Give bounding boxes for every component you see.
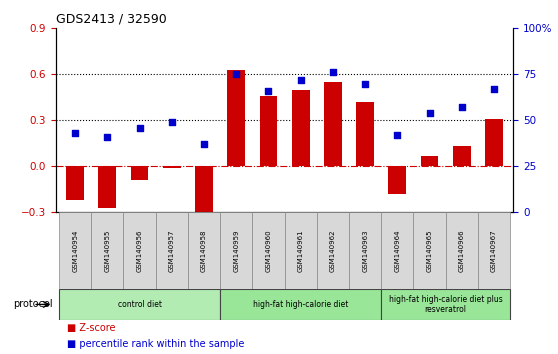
Text: GSM140958: GSM140958: [201, 229, 207, 272]
Text: GSM140957: GSM140957: [169, 229, 175, 272]
Bar: [259, 96, 277, 166]
Text: GDS2413 / 32590: GDS2413 / 32590: [56, 13, 166, 26]
Point: [167, 119, 176, 125]
Text: GSM140967: GSM140967: [491, 229, 497, 272]
Bar: [195, 166, 213, 220]
Bar: [324, 82, 341, 166]
Point: [296, 77, 305, 83]
Bar: [388, 166, 406, 194]
Bar: [59, 212, 92, 289]
Bar: [485, 119, 503, 166]
Text: GSM140959: GSM140959: [233, 229, 239, 272]
Bar: [292, 90, 310, 166]
Text: ■ percentile rank within the sample: ■ percentile rank within the sample: [67, 339, 244, 349]
Bar: [478, 212, 510, 289]
Text: GSM140965: GSM140965: [426, 229, 432, 272]
Point: [264, 88, 273, 94]
Bar: [66, 166, 84, 200]
Point: [71, 130, 80, 136]
Bar: [131, 166, 148, 180]
Text: GSM140956: GSM140956: [137, 229, 143, 272]
Point: [458, 105, 466, 110]
Point: [103, 134, 112, 140]
Point: [489, 86, 498, 92]
Text: high-fat high-calorie diet: high-fat high-calorie diet: [253, 300, 348, 309]
Text: GSM140960: GSM140960: [266, 229, 272, 272]
Point: [329, 70, 338, 75]
Bar: [220, 289, 381, 320]
Bar: [356, 102, 374, 166]
Text: GSM140963: GSM140963: [362, 229, 368, 272]
Bar: [285, 212, 317, 289]
Text: control diet: control diet: [118, 300, 162, 309]
Bar: [421, 156, 439, 166]
Bar: [446, 212, 478, 289]
Bar: [228, 70, 245, 166]
Point: [425, 110, 434, 116]
Bar: [92, 212, 123, 289]
Text: GSM140962: GSM140962: [330, 229, 336, 272]
Bar: [252, 212, 285, 289]
Text: GSM140964: GSM140964: [395, 229, 400, 272]
Bar: [413, 212, 446, 289]
Bar: [99, 166, 116, 208]
Text: GSM140955: GSM140955: [104, 229, 110, 272]
Point: [232, 72, 240, 77]
Text: ■ Z-score: ■ Z-score: [67, 323, 116, 333]
Bar: [163, 166, 181, 168]
Point: [135, 125, 144, 131]
Bar: [59, 289, 220, 320]
Bar: [381, 289, 510, 320]
Bar: [188, 212, 220, 289]
Point: [200, 142, 209, 147]
Bar: [220, 212, 252, 289]
Point: [360, 81, 369, 86]
Bar: [381, 212, 413, 289]
Point: [393, 132, 402, 138]
Text: GSM140966: GSM140966: [459, 229, 465, 272]
Bar: [453, 147, 470, 166]
Text: protocol: protocol: [13, 299, 53, 309]
Text: GSM140954: GSM140954: [72, 229, 78, 272]
Text: GSM140961: GSM140961: [297, 229, 304, 272]
Bar: [317, 212, 349, 289]
Bar: [156, 212, 188, 289]
Text: high-fat high-calorie diet plus
resveratrol: high-fat high-calorie diet plus resverat…: [389, 295, 503, 314]
Bar: [349, 212, 381, 289]
Bar: [123, 212, 156, 289]
